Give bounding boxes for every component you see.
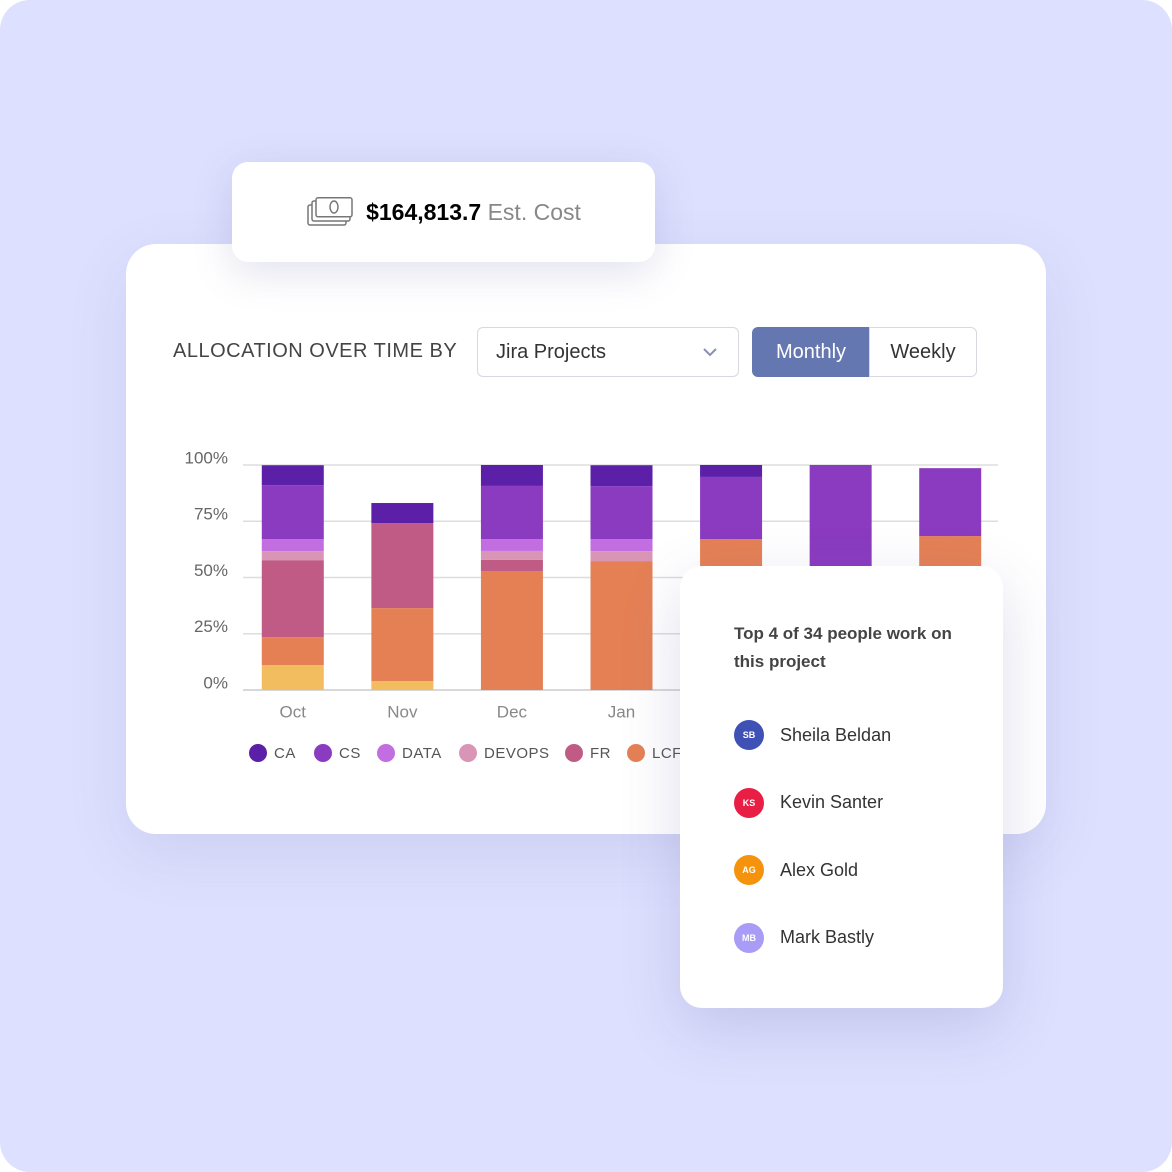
dropdown-value: Jira Projects	[496, 340, 607, 363]
people-popup: Top 4 of 34 people work on this project …	[680, 566, 1003, 1008]
money-icon	[307, 197, 353, 226]
avatar: SB	[734, 720, 764, 750]
person-name: Kevin Santer	[780, 792, 884, 812]
person: AG Alex Gold	[734, 855, 858, 885]
toggle-monthly[interactable]: Monthly	[752, 327, 870, 377]
avatar: AG	[734, 855, 764, 885]
avatar: KS	[734, 787, 764, 818]
person: MB Mark Bastly	[734, 922, 875, 953]
toggle-weekly[interactable]: Weekly	[869, 327, 977, 377]
avatar: MB	[734, 922, 764, 953]
dropdown[interactable]: Jira Projects	[477, 327, 739, 377]
person-name: Sheila Beldan	[780, 724, 892, 745]
cost-amount: $164,813.7	[366, 198, 482, 225]
cost-card: $164,813.7 Est. Cost	[232, 162, 655, 262]
heading: ALLOCATION OVER TIME BY	[173, 340, 458, 362]
person: SB Sheila Beldan	[734, 720, 891, 750]
cost-label: Est. Cost	[487, 198, 581, 225]
popup-title: Top 4 of 34 people work on this project	[734, 624, 952, 671]
person-name: Alex Gold	[780, 859, 859, 880]
person: KS Kevin Santer	[734, 787, 884, 818]
chevron	[703, 348, 717, 357]
person-name: Mark Bastly	[780, 927, 875, 947]
